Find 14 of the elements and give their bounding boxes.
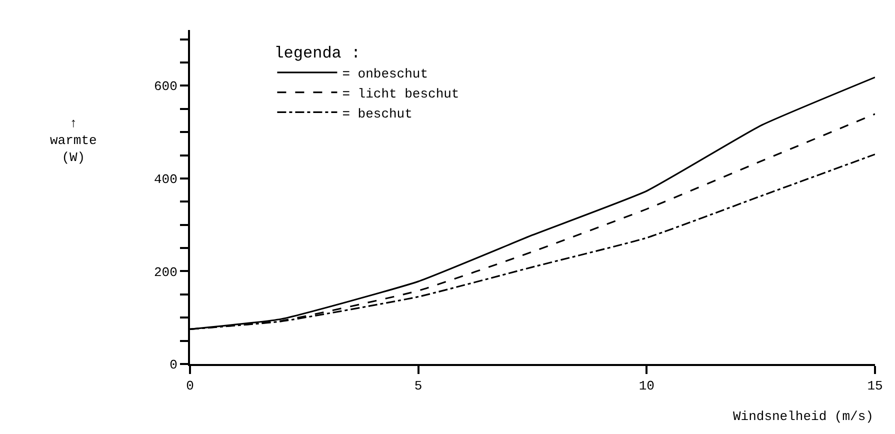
x-tick-label: 5: [414, 378, 422, 394]
legend-title: legenda :: [274, 44, 361, 62]
y-axis-title: ↑ warmte (W): [50, 116, 97, 165]
x-tick-label: 15: [867, 378, 883, 394]
y-tick-label: 600: [154, 79, 178, 94]
y-tick-label: 400: [154, 172, 178, 187]
x-tick-label: 0: [186, 378, 194, 394]
x-tick-label: 10: [638, 378, 654, 394]
y-tick-label: 200: [154, 264, 178, 280]
y-tick-label: 0: [170, 358, 178, 373]
legend-label: = onbeschut: [342, 66, 428, 82]
legend-label: = licht beschut: [342, 86, 460, 102]
x-axis-title: Windsnelheid (m/s): [733, 409, 874, 424]
legend-label: = beschut: [342, 106, 412, 122]
